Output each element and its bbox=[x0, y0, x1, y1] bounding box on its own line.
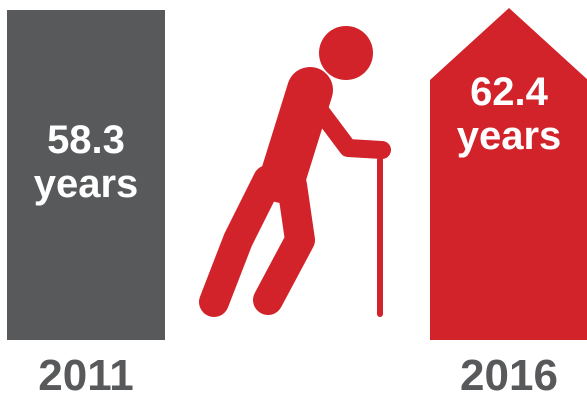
category-label-2011: 2011 bbox=[38, 351, 134, 400]
category-label-2016: 2016 bbox=[460, 351, 558, 400]
unit-2011: years bbox=[33, 162, 139, 206]
unit-2016: years bbox=[456, 114, 562, 158]
value-2016: 62.4 bbox=[470, 70, 548, 114]
value-2011: 58.3 bbox=[47, 118, 125, 162]
elderly-person-with-cane-icon bbox=[199, 26, 391, 317]
bar-2011 bbox=[7, 10, 165, 340]
bar-value-label-2016: 62.4 years bbox=[430, 70, 587, 158]
bar-2016 bbox=[430, 8, 587, 340]
bar-value-label-2011: 58.3 years bbox=[7, 118, 165, 206]
